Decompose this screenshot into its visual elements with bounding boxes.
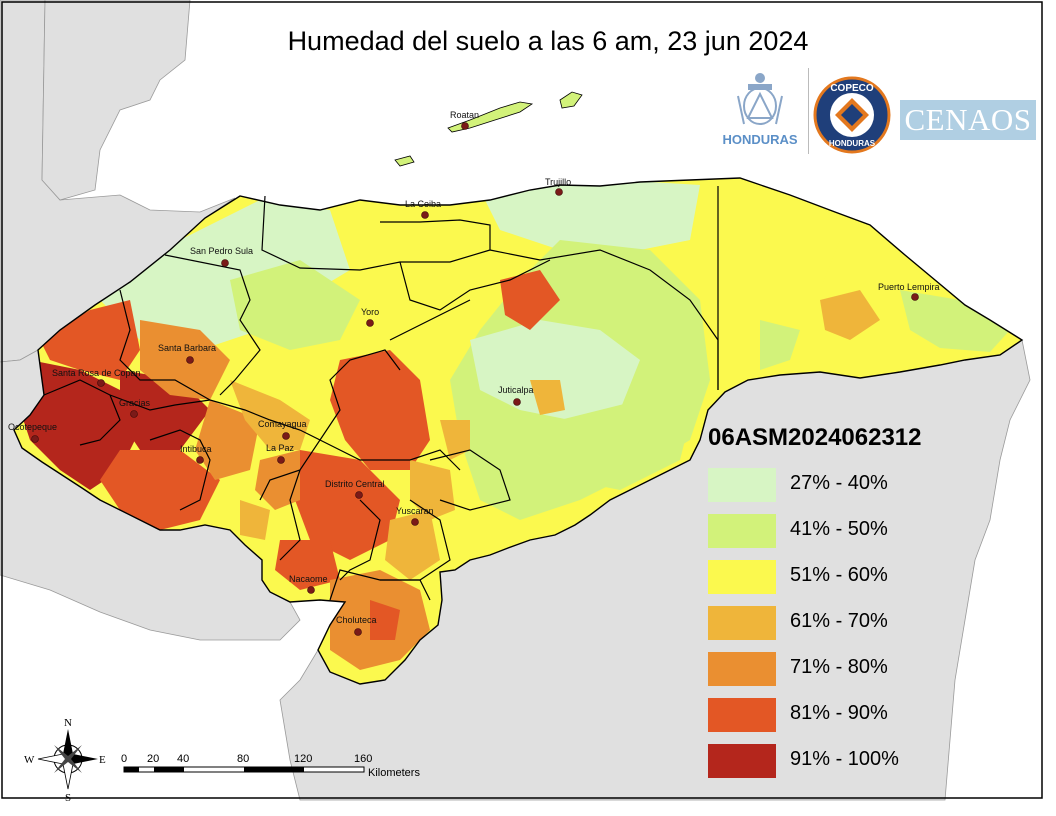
logo-group: HONDURAS COPECO HONDURAS CENAOS: [722, 66, 1042, 160]
city-label-la-paz: La Paz: [266, 443, 295, 453]
honduras-emblem-icon: [737, 73, 783, 125]
scale-tick-160: 160: [354, 753, 372, 765]
honduras-logo-text: HONDURAS: [722, 132, 798, 147]
city-dot-santa-rosa: [97, 379, 105, 387]
scale-tick-120: 120: [294, 753, 312, 765]
honduras-border: [13, 177, 1024, 685]
city-label-intibuca: Intibuca: [180, 444, 212, 454]
logo-separator: [808, 68, 809, 154]
legend-label: 51% - 60%: [790, 564, 888, 586]
legend: 06ASM2024062312 27% - 40% 41% - 50% 51% - …: [700, 418, 960, 798]
island-utila: [394, 155, 415, 167]
city-label-santa-barbara: Santa Barbara: [158, 343, 216, 353]
honduras-logo: HONDURAS: [722, 66, 798, 158]
city-dot-yoro: [366, 319, 374, 327]
city-dot-distrito-central: [355, 491, 363, 499]
city-dot-juticalpa: [513, 398, 521, 406]
legend-item: 61% - 70%: [708, 606, 958, 640]
city-label-yuscaran: Yuscaran: [396, 506, 434, 516]
cenaos-logo: CENAOS: [900, 100, 1036, 140]
city-label-roatan: Roatan: [450, 110, 479, 120]
compass-w: W: [24, 754, 35, 766]
city-dot-trujillo: [555, 188, 563, 196]
city-label-yoro: Yoro: [361, 307, 379, 317]
compass-e: E: [99, 754, 106, 766]
compass-rose: N S E W: [24, 717, 106, 804]
city-dot-gracias: [130, 410, 138, 418]
legend-item: 41% - 50%: [708, 514, 958, 548]
city-label-san-pedro-sula: San Pedro Sula: [190, 246, 253, 256]
copeco-logo-text: COPECO: [830, 83, 874, 94]
city-markers: [31, 122, 919, 636]
scale-tick-80: 80: [237, 753, 249, 765]
city-dot-ocotepeque: [31, 435, 39, 443]
department-boundaries: [43, 186, 719, 601]
city-dot-santa-barbara: [186, 356, 194, 364]
city-dot-yuscaran: [411, 518, 419, 526]
legend-item: 51% - 60%: [708, 560, 958, 594]
city-dot-puerto-lempira: [911, 293, 919, 301]
legend-item: 27% - 40%: [708, 468, 958, 502]
neighbor-land-belize-north: [41, 0, 191, 201]
legend-title: 06ASM2024062312: [708, 424, 922, 451]
scale-bar: 0 20 40 80 120 160 Kilometers: [121, 753, 420, 779]
legend-label: 27% - 40%: [790, 472, 888, 494]
island-guanaja: [559, 91, 583, 109]
city-label-santa-rosa: Santa Rosa de Copan: [52, 368, 141, 378]
legend-swatch: [708, 560, 776, 594]
city-label-nacaome: Nacaome: [289, 574, 328, 584]
legend-label: 41% - 50%: [790, 518, 888, 540]
city-label-distrito-central: Distrito Central: [325, 479, 385, 489]
legend-swatch: [708, 468, 776, 502]
city-label-trujillo: Trujillo: [545, 177, 571, 187]
city-dot-roatan: [461, 122, 469, 130]
scale-tick-20: 20: [147, 753, 159, 765]
legend-swatch: [708, 744, 776, 778]
city-dot-choluteca: [354, 628, 362, 636]
city-label-ocotepeque: Ocotepeque: [8, 422, 57, 432]
legend-label: 81% - 90%: [790, 702, 888, 724]
legend-label: 71% - 80%: [790, 656, 888, 678]
scale-unit: Kilometers: [368, 767, 420, 779]
legend-swatch: [708, 652, 776, 686]
city-dot-la-paz: [277, 456, 285, 464]
legend-label: 61% - 70%: [790, 610, 888, 632]
map-title: Humedad del suelo a las 6 am, 23 jun 202…: [287, 26, 809, 56]
city-label-puerto-lempira: Puerto Lempira: [878, 282, 940, 292]
map-frame: [1, 1, 1043, 799]
city-label-gracias: Gracias: [119, 398, 151, 408]
city-label-choluteca: Choluteca: [336, 615, 377, 625]
city-dot-san-pedro-sula: [221, 259, 229, 267]
city-label-comayagua: Comayagua: [258, 419, 307, 429]
city-labels: Roatan Trujillo La Ceiba San Pedro Sula …: [8, 110, 940, 625]
copeco-logo: COPECO HONDURAS: [813, 76, 891, 154]
city-label-juticalpa: Juticalpa: [498, 385, 534, 395]
city-dot-la-ceiba: [421, 211, 429, 219]
legend-label: 91% - 100%: [790, 748, 899, 770]
legend-item: 91% - 100%: [708, 744, 958, 778]
legend-item: 71% - 80%: [708, 652, 958, 686]
city-dot-nacaome: [307, 586, 315, 594]
legend-swatch: [708, 698, 776, 732]
scale-tick-40: 40: [177, 753, 189, 765]
legend-item: 81% - 90%: [708, 698, 958, 732]
compass-n: N: [64, 717, 72, 729]
scale-tick-0: 0: [121, 753, 127, 765]
island-roatan: [447, 101, 534, 133]
legend-swatch: [708, 514, 776, 548]
city-dot-intibuca: [196, 456, 204, 464]
city-dot-comayagua: [282, 432, 290, 440]
legend-swatch: [708, 606, 776, 640]
copeco-logo-subtext: HONDURAS: [829, 139, 876, 148]
city-label-la-ceiba: La Ceiba: [405, 199, 441, 209]
